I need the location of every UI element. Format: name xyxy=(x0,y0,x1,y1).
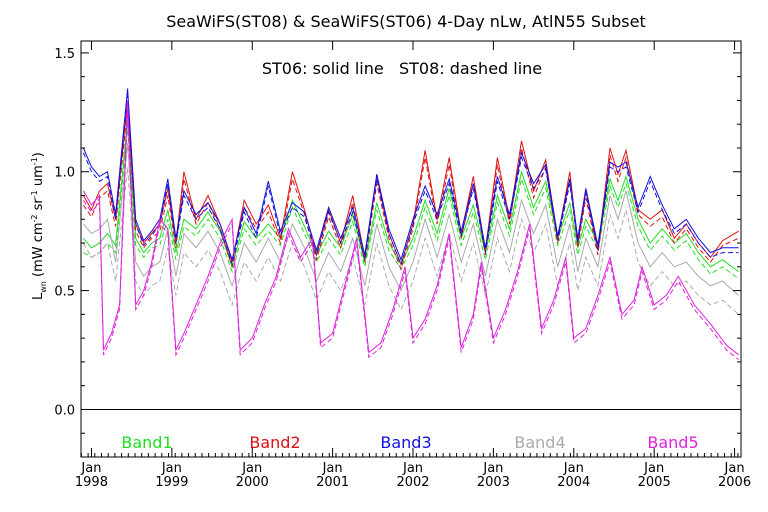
legend-band5: Band5 xyxy=(647,433,698,452)
series-band4-st06-solid-line xyxy=(83,143,739,296)
y-axis-label-rest: (mW cm xyxy=(31,222,46,281)
line-style-annotation: ST06: solid line ST08: dashed line xyxy=(262,59,542,78)
x-tick-year-label: 2003 xyxy=(477,475,510,490)
x-tick-month-label: Jan xyxy=(482,461,503,476)
y-axis-label-sup3: -1 xyxy=(30,157,39,165)
y-axis-label-mid: sr xyxy=(31,198,46,215)
y-axis-label-mid2: um xyxy=(31,165,46,190)
y-axis-label-main: L xyxy=(31,292,46,300)
x-tick-year-label: 2002 xyxy=(396,475,429,490)
x-tick-year-label: 2006 xyxy=(718,475,751,490)
series-band5-st08-dashed-line xyxy=(82,109,739,360)
x-tick-month-label: Jan xyxy=(563,461,584,476)
x-tick-year-label: 2000 xyxy=(236,475,269,490)
chart-title: SeaWiFS(ST08) & SeaWiFS(ST06) 4-Day nLw,… xyxy=(166,12,646,31)
y-axis-label-sub: wn xyxy=(39,281,48,293)
x-tick-month-label: Jan xyxy=(724,461,745,476)
x-tick-month-label: Jan xyxy=(241,461,262,476)
x-tick-month-label: Jan xyxy=(80,461,101,476)
y-axis-label-sup1: -2 xyxy=(30,214,39,222)
y-axis-label-sup2: -1 xyxy=(30,190,39,198)
x-tick-month-label: Jan xyxy=(643,461,664,476)
x-tick-year-label: 1999 xyxy=(155,475,188,490)
plot-frame xyxy=(80,40,742,458)
y-tick-label: 1.0 xyxy=(54,166,75,181)
legend-band1: Band1 xyxy=(121,433,172,452)
x-tick-year-label: 2001 xyxy=(316,475,349,490)
legend-band4: Band4 xyxy=(514,433,565,452)
y-tick-label: 1.5 xyxy=(54,47,75,62)
x-tick-year-label: 2004 xyxy=(557,475,590,490)
series-band4-st08-dashed-line xyxy=(82,166,739,315)
x-tick-month-label: Jan xyxy=(322,461,343,476)
x-tick-month-label: Jan xyxy=(161,461,182,476)
series-band3-st08-dashed-line xyxy=(82,95,739,267)
x-tick-month-label: Jan xyxy=(402,461,423,476)
legend-band3: Band3 xyxy=(380,433,431,452)
y-axis-label: Lwn (mW cm-2 sr-1 um-1) xyxy=(30,152,48,300)
y-axis-label-end: ) xyxy=(31,152,46,157)
series-band1-st08-dashed-line xyxy=(83,128,739,280)
y-tick-label: 0.5 xyxy=(54,285,75,300)
x-tick-year-label: 2005 xyxy=(638,475,671,490)
series-band2-st08-dashed-line xyxy=(82,107,739,271)
legend: Band1 Band2 Band3 Band4 Band5 xyxy=(121,433,698,452)
plot-area xyxy=(82,88,739,360)
y-tick-label: 0.0 xyxy=(54,403,75,418)
series-band3-st06-solid-line xyxy=(82,88,739,262)
series-band2-st06-solid-line xyxy=(82,100,739,267)
x-tick-year-label: 1998 xyxy=(75,475,108,490)
axes: 0.00.51.01.5Jan1998Jan1999Jan2000Jan2001… xyxy=(54,40,751,490)
legend-band2: Band2 xyxy=(249,433,300,452)
series-band5-st06-solid-line xyxy=(82,100,739,356)
